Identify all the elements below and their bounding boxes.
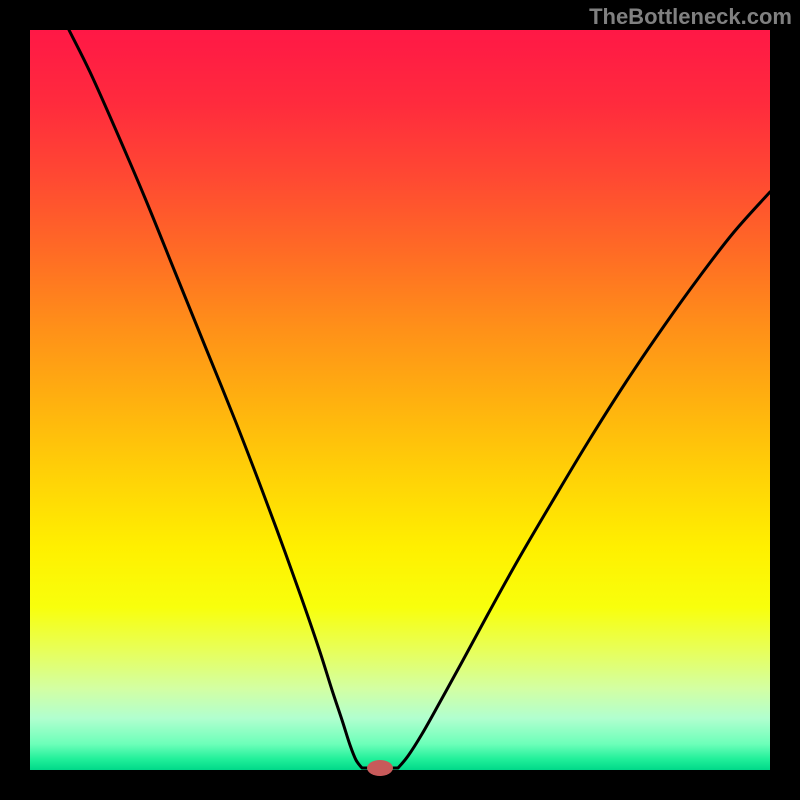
optimal-marker (367, 760, 393, 776)
plot-background (30, 30, 770, 770)
watermark-text: TheBottleneck.com (589, 4, 792, 30)
bottleneck-chart (0, 0, 800, 800)
chart-container: TheBottleneck.com (0, 0, 800, 800)
